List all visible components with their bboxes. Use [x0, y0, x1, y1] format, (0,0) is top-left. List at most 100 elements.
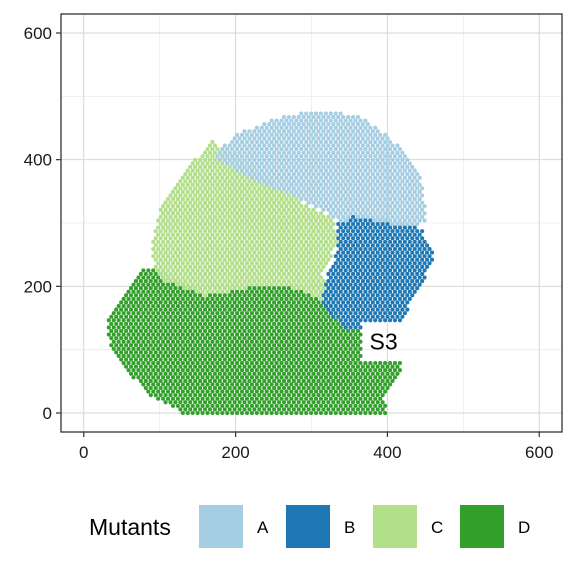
point-D — [346, 350, 351, 355]
point-A — [410, 207, 415, 212]
point-D — [301, 393, 306, 398]
point-B — [410, 279, 415, 284]
point-D — [158, 336, 163, 341]
point-D — [338, 389, 343, 394]
point-C — [289, 218, 294, 223]
point-C — [237, 229, 242, 234]
point-A — [410, 222, 415, 227]
point-C — [269, 239, 274, 244]
point-B — [338, 296, 343, 301]
point-C — [296, 229, 301, 234]
point-C — [198, 200, 203, 205]
point-B — [338, 254, 343, 259]
point-B — [378, 268, 383, 273]
point-A — [395, 222, 400, 227]
point-C — [153, 229, 158, 234]
point-D — [338, 382, 343, 387]
point-B — [343, 318, 348, 323]
point-C — [215, 239, 220, 244]
point-D — [321, 357, 326, 362]
point-D — [267, 307, 272, 312]
point-C — [232, 229, 237, 234]
point-D — [195, 318, 200, 323]
point-D — [195, 296, 200, 301]
point-D — [321, 307, 326, 312]
point-C — [202, 222, 208, 227]
point-D — [136, 346, 141, 351]
point-A — [230, 140, 235, 145]
point-D — [207, 343, 213, 348]
point-B — [410, 229, 415, 234]
point-A — [294, 182, 299, 187]
point-D — [294, 382, 299, 387]
point-A — [365, 193, 370, 198]
point-B — [383, 275, 388, 280]
point-D — [264, 346, 269, 351]
point-D — [289, 410, 294, 416]
point-C — [254, 239, 259, 244]
point-D — [161, 282, 166, 287]
point-D — [252, 293, 257, 298]
point-C — [198, 229, 203, 234]
point-D — [262, 407, 267, 412]
point-D — [161, 289, 166, 294]
point-B — [385, 222, 390, 227]
point-D — [239, 332, 245, 337]
point-A — [311, 150, 316, 155]
point-B — [348, 325, 353, 330]
point-D — [301, 350, 306, 355]
point-A — [264, 132, 269, 137]
point-C — [220, 282, 225, 287]
point-B — [395, 243, 400, 248]
point-D — [316, 300, 321, 305]
point-C — [291, 229, 296, 234]
point-A — [306, 115, 311, 120]
point-A — [353, 197, 358, 202]
point-D — [207, 407, 213, 412]
point-C — [205, 225, 210, 230]
point-A — [380, 164, 385, 170]
point-C — [249, 254, 254, 259]
point-A — [365, 136, 370, 141]
point-A — [326, 164, 331, 170]
point-D — [309, 368, 314, 373]
point-C — [264, 204, 269, 209]
point-C — [286, 236, 291, 241]
point-D — [222, 350, 227, 355]
point-B — [415, 271, 420, 277]
point-A — [279, 182, 284, 187]
point-B — [400, 307, 405, 312]
point-C — [254, 268, 259, 273]
point-C — [286, 214, 291, 219]
point-D — [323, 346, 328, 351]
point-C — [286, 222, 291, 227]
point-C — [180, 232, 185, 237]
point-A — [338, 197, 343, 202]
point-D — [193, 393, 198, 398]
point-C — [215, 254, 220, 259]
point-C — [190, 211, 195, 216]
point-D — [247, 350, 252, 355]
point-B — [400, 300, 405, 305]
point-B — [390, 271, 395, 277]
point-C — [237, 250, 242, 255]
point-D — [168, 364, 173, 369]
point-A — [237, 143, 242, 148]
point-A — [348, 140, 353, 145]
point-D — [321, 321, 326, 326]
point-C — [153, 243, 158, 248]
point-D — [237, 314, 242, 319]
point-D — [338, 332, 343, 337]
point-A — [331, 122, 336, 127]
point-C — [291, 286, 296, 291]
point-A — [242, 157, 247, 162]
point-D — [336, 400, 341, 405]
point-A — [318, 182, 324, 187]
point-D — [178, 321, 183, 326]
point-C — [165, 239, 171, 244]
point-A — [378, 147, 383, 152]
point-A — [383, 218, 388, 223]
point-C — [163, 243, 168, 248]
point-D — [239, 410, 245, 416]
point-D — [180, 403, 185, 408]
